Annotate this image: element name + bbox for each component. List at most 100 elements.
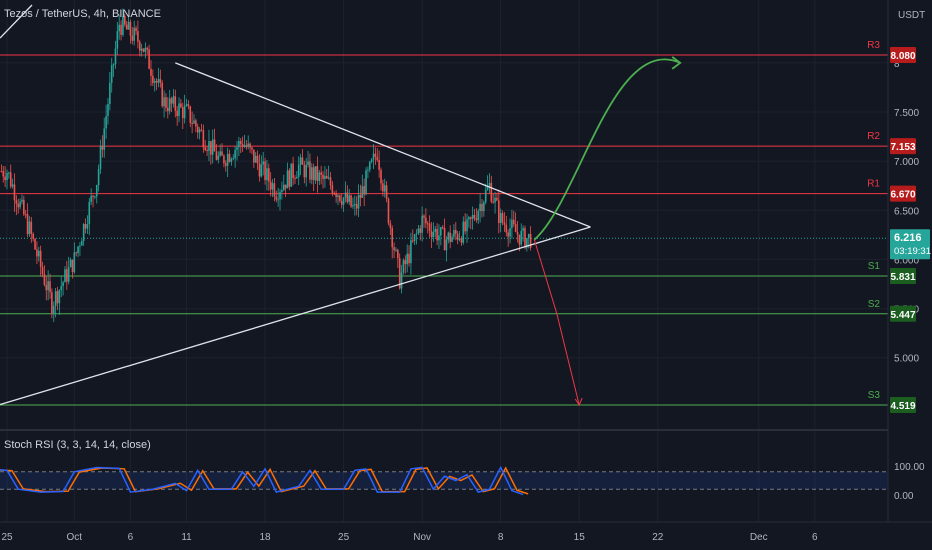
candle-body: [471, 215, 474, 219]
candle-body: [228, 153, 231, 162]
candle-body: [183, 105, 186, 119]
candle-body: [393, 247, 395, 251]
candle-body: [26, 214, 29, 235]
candle-body: [8, 172, 10, 174]
candle-body: [445, 239, 448, 251]
candle-body: [367, 169, 369, 171]
candle-body: [75, 252, 77, 254]
candle-body: [19, 201, 21, 208]
candle-body: [309, 161, 311, 180]
candle-body: [146, 47, 149, 50]
candle-body: [518, 234, 521, 245]
candle-body: [464, 221, 466, 232]
candle-body: [443, 227, 446, 251]
candle-body: [350, 195, 352, 207]
candle-body: [253, 149, 255, 163]
candle-body: [372, 153, 375, 160]
candle-body: [516, 231, 519, 235]
candle-body: [333, 193, 336, 195]
candle-body: [217, 155, 220, 160]
candle-body: [380, 169, 382, 184]
candle-body: [264, 161, 266, 181]
level-name-s1: S1: [868, 261, 881, 272]
candle-body: [421, 215, 423, 233]
time-tick: Dec: [750, 532, 768, 543]
candle-body: [468, 217, 470, 220]
candle-body: [81, 241, 83, 246]
candle-body: [430, 231, 433, 237]
candle-body: [37, 250, 40, 257]
time-tick: 6: [128, 532, 134, 543]
candle-body: [170, 98, 173, 104]
candle-body: [245, 145, 248, 148]
projection-down-arrowhead: [574, 397, 583, 407]
candle-body: [189, 106, 192, 124]
stoch-level-label: 100.00: [894, 462, 925, 473]
candle-body: [23, 199, 25, 215]
candle-body: [230, 159, 233, 162]
candle-body: [36, 249, 38, 257]
time-axis-area: [0, 522, 932, 550]
candle-body: [505, 224, 508, 233]
candle-body: [359, 195, 362, 198]
candle-body: [243, 145, 246, 147]
candle-body: [109, 82, 111, 105]
level-price-bg-s1: [890, 268, 916, 285]
candle-body: [191, 123, 193, 125]
candle-body: [329, 177, 332, 186]
candle-body: [69, 259, 72, 268]
candle-body: [167, 107, 169, 112]
candle-body: [307, 161, 309, 165]
candle-body: [288, 170, 291, 187]
current-price-label: 6.216: [894, 232, 922, 244]
candle-body: [206, 150, 208, 152]
candle-body: [324, 175, 326, 179]
candle-body: [4, 176, 6, 181]
candle-body: [208, 141, 210, 151]
candle-body: [335, 193, 337, 198]
candle-body: [292, 163, 294, 179]
candle-body: [449, 232, 451, 242]
level-name-s2: S2: [868, 299, 881, 310]
candle-body: [112, 64, 115, 66]
candle-body: [281, 190, 283, 192]
currency-label: USDT: [898, 10, 925, 21]
candle-body: [438, 235, 440, 241]
indicator-title[interactable]: Stoch RSI (3, 3, 14, 14, close): [4, 439, 151, 451]
candle-body: [200, 129, 203, 131]
candle-body: [56, 291, 59, 304]
candle-body: [90, 195, 92, 202]
candle-body: [6, 172, 8, 181]
candle-body: [481, 203, 483, 212]
candle-body: [178, 103, 180, 117]
level-price-bg-s2: [890, 305, 916, 322]
candle-body: [131, 35, 134, 41]
candle-body: [303, 164, 306, 178]
candle-body: [344, 192, 347, 198]
level-price-s3: 4.519: [890, 401, 915, 412]
level-price-s2: 5.447: [890, 310, 915, 321]
candle-body: [404, 260, 407, 265]
triangle-lower-line: [0, 226, 591, 406]
candle-body: [522, 228, 524, 231]
candle-body: [297, 164, 300, 177]
candle-body: [196, 126, 199, 133]
candle-body: [107, 104, 109, 117]
candle-body: [155, 80, 158, 83]
candle-body: [269, 181, 272, 190]
candle-body: [47, 281, 49, 291]
level-price-bg-r2: [890, 138, 916, 155]
candle-body: [455, 229, 457, 234]
candle-body: [312, 167, 315, 181]
candle-body: [34, 238, 36, 250]
time-tick: 18: [259, 532, 271, 543]
candle-body: [311, 167, 313, 180]
candle-body: [224, 163, 227, 166]
candle-body: [462, 221, 465, 243]
projection-up-arrowhead: [671, 56, 682, 70]
candle-body: [361, 186, 364, 198]
candle-body: [219, 151, 221, 156]
candle-body: [137, 31, 139, 42]
